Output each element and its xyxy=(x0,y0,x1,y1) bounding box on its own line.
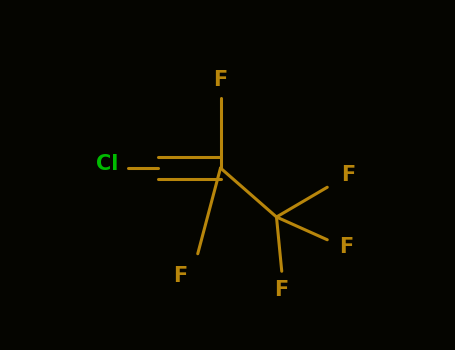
Text: F: F xyxy=(275,280,289,301)
Text: F: F xyxy=(213,70,228,91)
Text: Cl: Cl xyxy=(96,154,118,175)
Text: F: F xyxy=(341,165,355,185)
Text: F: F xyxy=(173,266,187,287)
Text: F: F xyxy=(339,237,354,257)
